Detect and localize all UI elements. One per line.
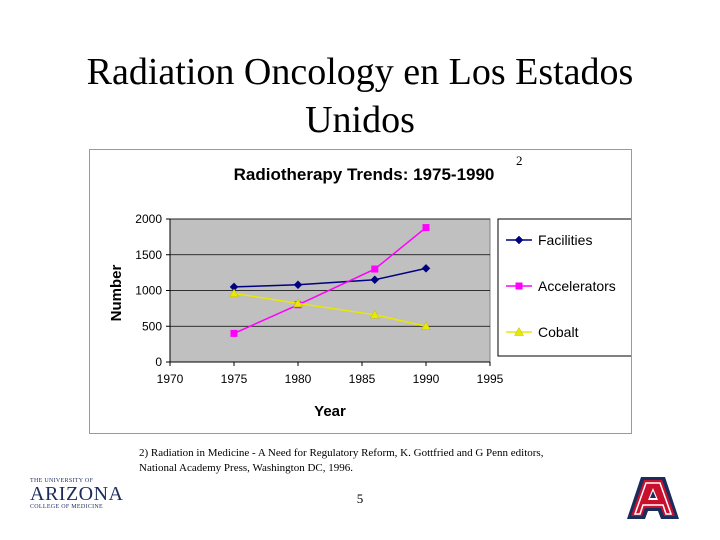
footnote-line-1: 2) Radiation in Medicine - A Need for Re… [139,447,544,459]
legend-label-accelerators: Accelerators [538,278,616,294]
logo-name: ARIZONA [30,483,124,505]
slide-title-line-1: Radiation Oncology en Los Estados [86,51,634,93]
data-point-accelerators [371,265,379,273]
x-tick-label: 1975 [221,372,248,386]
arizona-a-logo-icon [625,475,681,521]
page-number: 5 [356,491,364,506]
university-of-arizona-logo: The University of ARIZONA College of Med… [30,478,126,518]
y-tick-label: 0 [155,355,162,369]
x-tick-label: 1995 [477,372,504,386]
data-point-cobalt [421,321,431,330]
data-point-cobalt [369,309,380,319]
legend-label-cobalt: Cobalt [538,324,579,340]
data-point-accelerators [422,224,430,232]
data-point-facilities [421,263,431,273]
plot-area: 0 500 1000 1500 2000 1970 1975 1980 1985 1990 1995 [135,212,503,386]
data-point-facilities [293,280,303,290]
data-point-facilities [370,275,380,285]
legend-label-facilities: Facilities [538,232,592,248]
x-tick-label: 1970 [157,372,184,386]
radiotherapy-trends-chart: Radiotherapy Trends: 1975-1990 0 500 1000 1… [108,165,633,420]
x-tick-label: 1985 [349,372,376,386]
x-axis-label: Year [314,403,346,420]
series-line-accelerators [233,226,427,335]
reference-mark: 2 [516,153,523,168]
chart-legend: Facilities Accelerators Cobalt [497,218,633,357]
logo-top-text: The University of [30,478,94,484]
chart-title: Radiotherapy Trends: 1975-1990 [234,165,495,184]
logo-sub-text: College of Medicine [30,504,104,510]
y-tick-label: 1500 [135,248,162,262]
y-tick-label: 2000 [135,212,162,226]
data-point-cobalt [229,288,239,298]
x-tick-label: 1990 [413,372,440,386]
y-axis-label: Number [108,265,125,322]
data-point-accelerators [230,329,238,337]
data-point-cobalt [293,298,303,308]
legend-marker-cobalt [514,327,524,336]
x-tick-label: 1980 [285,372,312,386]
series-line-cobalt [233,292,427,327]
series-line-facilities [233,267,427,288]
legend-marker-facilities [514,235,524,245]
chart-frame: Radiotherapy Trends: 1975-1990 0 500 1000 1… [89,149,633,434]
y-tick-label: 1000 [135,284,162,298]
footnote: 2) Radiation in Medicine - A Need for Re… [139,446,609,476]
footnote-line-2: National Academy Press, Washington DC, 1… [139,462,354,474]
slide-title: Radiation Oncology en Los Estados Unidos [40,48,680,144]
y-tick-label: 500 [142,319,162,333]
slide-title-line-2: Unidos [305,99,415,141]
legend-marker-accelerators [515,282,523,290]
